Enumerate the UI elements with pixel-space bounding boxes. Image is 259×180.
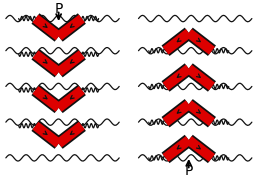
Text: P: P	[54, 3, 63, 17]
Text: P: P	[185, 163, 193, 177]
